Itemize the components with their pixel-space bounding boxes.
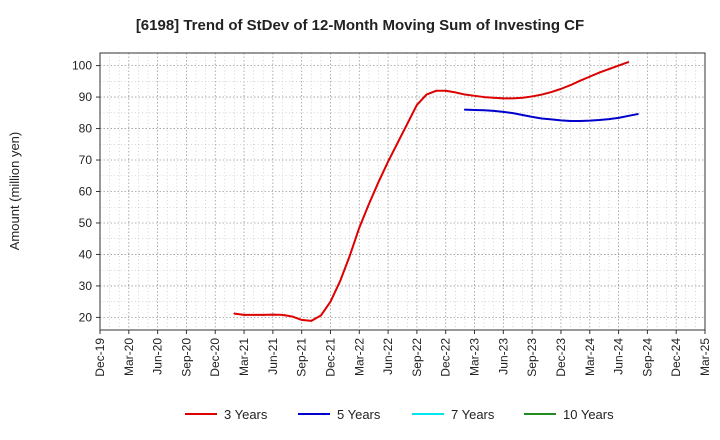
legend: 3 Years 5 Years 7 Years 10 Years <box>185 407 614 422</box>
y-tick-label: 100 <box>72 59 92 73</box>
x-tick-label: Jun-20 <box>151 338 165 375</box>
x-tick-label: Mar-24 <box>583 338 597 376</box>
x-tick-label: Sep-21 <box>295 338 309 377</box>
legend-label: 3 Years <box>224 407 268 422</box>
y-tick-labels: 20 30 40 50 60 70 80 90 100 <box>72 59 100 324</box>
x-tick-label: Mar-22 <box>352 338 366 376</box>
x-tick-label: Sep-23 <box>525 338 539 377</box>
series-line-3-years <box>233 61 630 322</box>
y-tick-label: 60 <box>79 185 93 199</box>
chart-title: [6198] Trend of StDev of 12-Month Moving… <box>136 17 584 34</box>
x-tick-label: Dec-22 <box>439 338 453 377</box>
x-tick-label: Dec-20 <box>208 338 222 377</box>
x-tick-label: Jun-22 <box>381 338 395 375</box>
y-tick-label: 70 <box>79 153 93 167</box>
x-tick-label: Jun-23 <box>496 338 510 375</box>
x-tick-label: Sep-24 <box>640 338 654 377</box>
y-tick-label: 80 <box>79 122 93 136</box>
x-tick-label: Jun-24 <box>612 338 626 375</box>
y-tick-label: 50 <box>79 216 93 230</box>
x-tick-label: Jun-21 <box>266 338 280 375</box>
x-tick-label: Dec-23 <box>554 338 568 377</box>
y-tick-label: 90 <box>79 90 93 104</box>
legend-label: 5 Years <box>337 407 381 422</box>
y-tick-label: 20 <box>79 310 93 324</box>
y-tick-label: 30 <box>79 279 93 293</box>
x-tick-label: Dec-24 <box>669 338 683 377</box>
x-tick-label: Mar-25 <box>698 338 712 376</box>
grid-layer <box>100 53 705 330</box>
legend-label: 10 Years <box>563 407 614 422</box>
x-tick-label: Sep-20 <box>179 338 193 377</box>
y-tick-label: 40 <box>79 247 93 261</box>
x-tick-label: Dec-19 <box>93 338 107 377</box>
x-tick-label: Sep-22 <box>410 338 424 377</box>
x-tick-label: Mar-21 <box>237 338 251 376</box>
x-tick-label: Dec-21 <box>323 338 337 377</box>
series-line-5-years <box>463 108 639 122</box>
y-axis-label: Amount (million yen) <box>7 132 22 251</box>
x-tick-label: Mar-23 <box>468 338 482 376</box>
x-tick-labels: Dec-19 Mar-20 Jun-20 Sep-20 Dec-20 Mar-21 Jun-… <box>93 330 712 377</box>
series-layer <box>233 61 639 322</box>
legend-label: 7 Years <box>451 407 495 422</box>
x-tick-label: Mar-20 <box>122 338 136 376</box>
